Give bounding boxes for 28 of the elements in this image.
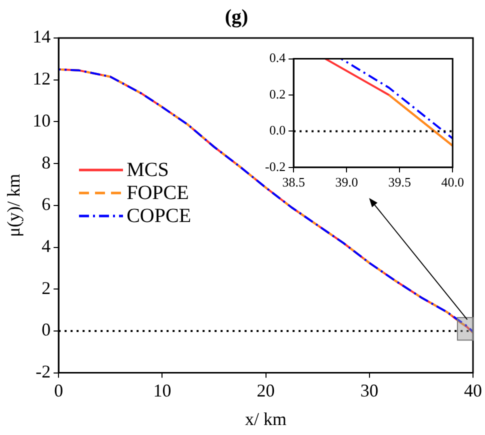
y-axis-title: μ(y)/ km bbox=[4, 174, 24, 237]
y-tick-label: -0.2 bbox=[264, 158, 286, 174]
y-tick-label: 10 bbox=[32, 110, 51, 130]
y-tick-label: 0.0 bbox=[269, 122, 286, 138]
x-tick-label: 40 bbox=[464, 380, 482, 400]
y-tick-label: 0 bbox=[42, 320, 51, 340]
legend-label: COPCE bbox=[126, 204, 192, 228]
y-tick-label: 6 bbox=[42, 194, 51, 214]
x-tick-label: 38.5 bbox=[282, 174, 305, 190]
legend-label: MCS bbox=[126, 158, 169, 182]
y-tick-label: 14 bbox=[32, 26, 51, 47]
y-tick-label: 8 bbox=[42, 152, 51, 172]
legend-label: FOPCE bbox=[126, 182, 189, 205]
chart-title: (g) bbox=[224, 6, 248, 28]
x-axis-title: x/ km bbox=[245, 408, 287, 429]
x-tick-label: 10 bbox=[153, 380, 172, 400]
y-tick-label: 0.4 bbox=[269, 50, 286, 66]
x-tick-label: 40.0 bbox=[441, 174, 464, 190]
x-tick-label: 39.5 bbox=[388, 174, 411, 190]
x-tick-label: 30 bbox=[360, 380, 378, 400]
x-tick-label: 39.0 bbox=[335, 174, 358, 190]
y-tick-label: -2 bbox=[36, 362, 51, 382]
y-tick-label: 4 bbox=[42, 236, 51, 256]
y-tick-label: 12 bbox=[32, 68, 51, 89]
x-tick-label: 20 bbox=[256, 380, 275, 400]
y-tick-label: 0.2 bbox=[269, 86, 286, 102]
x-tick-label: 0 bbox=[54, 380, 64, 400]
y-tick-label: 2 bbox=[42, 278, 51, 298]
